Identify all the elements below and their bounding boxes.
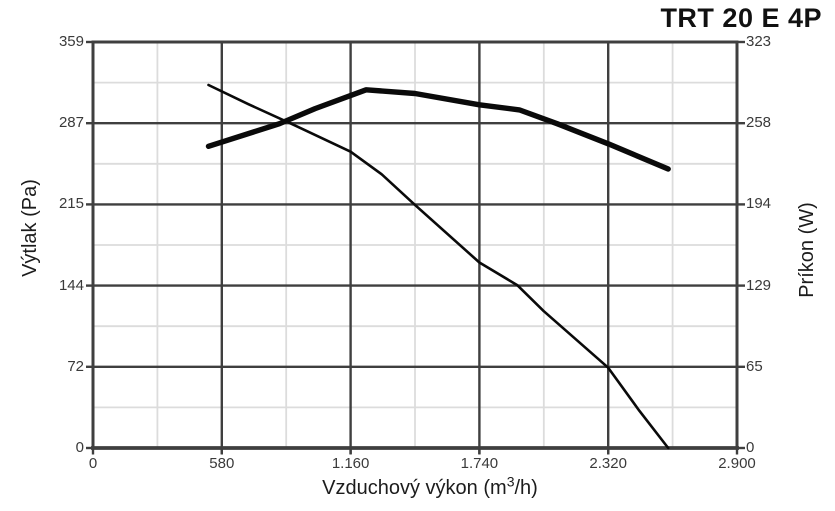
y-right-tick-label: 129 bbox=[746, 276, 772, 294]
chart-title: TRT 20 E 4P bbox=[660, 3, 822, 33]
x-axis-title-superscript: 3 bbox=[506, 473, 515, 490]
x-tick-label: 1.160 bbox=[331, 455, 370, 472]
y-left-tick-label: 215 bbox=[58, 195, 84, 213]
x-tick-label: 2.320 bbox=[589, 455, 627, 472]
y-left-tick-label: 144 bbox=[58, 276, 84, 294]
power-curve bbox=[205, 87, 671, 172]
y-right-tick-label: 194 bbox=[746, 195, 772, 213]
y-axis-left-title: Výtlak (Pa) bbox=[19, 179, 41, 277]
y-left-tick-label: 72 bbox=[67, 357, 84, 375]
x-tick-label: 1.740 bbox=[460, 455, 499, 472]
y-axis-right-title: Príkon (W) bbox=[796, 202, 818, 298]
y-right-tick-label: 65 bbox=[746, 357, 763, 375]
y-right-tick-label: 323 bbox=[746, 33, 772, 50]
x-tick-label: 0 bbox=[88, 455, 98, 472]
x-axis-title-prefix: Vzduchový výkon (m bbox=[322, 477, 507, 499]
y-left-tick-label: 287 bbox=[58, 114, 84, 132]
y-right-tick-label: 258 bbox=[746, 114, 772, 132]
x-axis-title-suffix: /h) bbox=[514, 477, 538, 499]
x-axis-title: Vzduchový výkon (m3/h) bbox=[255, 474, 605, 500]
y-left-tick-label: 359 bbox=[58, 33, 84, 50]
y-left-tick-label: 0 bbox=[75, 439, 84, 456]
x-tick-label: 2.900 bbox=[718, 455, 756, 472]
y-right-tick-label: 0 bbox=[746, 439, 755, 456]
x-tick-label: 580 bbox=[209, 455, 235, 472]
